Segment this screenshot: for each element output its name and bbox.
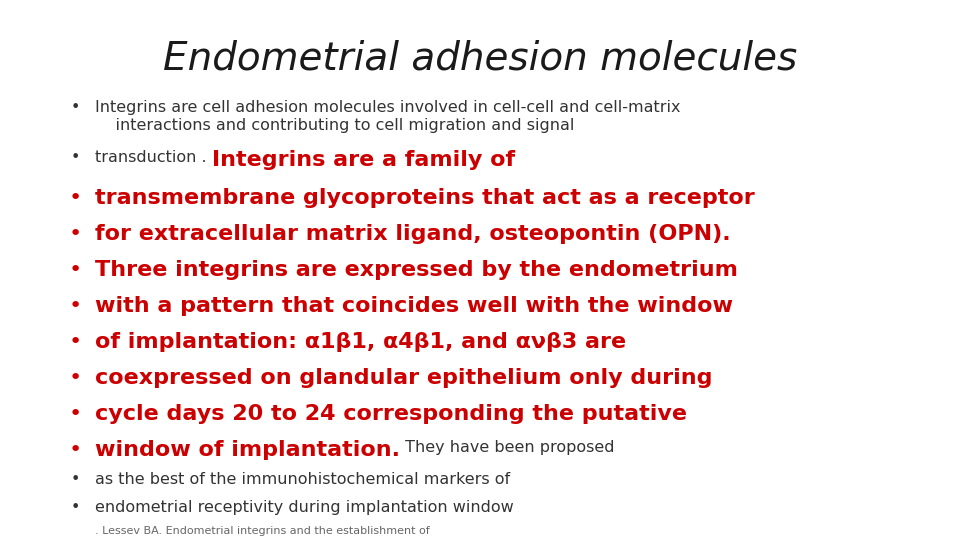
Text: endometrial receptivity during implantation window: endometrial receptivity during implantat…: [95, 500, 514, 515]
Text: •: •: [70, 500, 80, 515]
Text: •: •: [68, 404, 82, 424]
Text: cycle days 20 to 24 corresponding the putative: cycle days 20 to 24 corresponding the pu…: [95, 404, 687, 424]
Text: Three integrins are expressed by the endometrium: Three integrins are expressed by the end…: [95, 260, 738, 280]
Text: They have been proposed: They have been proposed: [400, 440, 614, 455]
Text: coexpressed on glandular epithelium only during: coexpressed on glandular epithelium only…: [95, 368, 712, 388]
Text: •: •: [68, 260, 82, 280]
Text: interactions and contributing to cell migration and signal: interactions and contributing to cell mi…: [95, 118, 574, 133]
Text: •: •: [70, 150, 80, 165]
Text: •: •: [68, 224, 82, 244]
Text: •: •: [68, 332, 82, 352]
Text: transmembrane glycoproteins that act as a receptor: transmembrane glycoproteins that act as …: [95, 188, 755, 208]
Text: •: •: [68, 188, 82, 208]
Text: •: •: [70, 100, 80, 115]
Text: with a pattern that coincides well with the window: with a pattern that coincides well with …: [95, 296, 733, 316]
Text: •: •: [68, 368, 82, 388]
Text: •: •: [70, 472, 80, 487]
Text: •: •: [68, 440, 82, 460]
Text: of implantation: α1β1, α4β1, and ανβ3 are: of implantation: α1β1, α4β1, and ανβ3 ar…: [95, 332, 626, 352]
Text: for extracellular matrix ligand, osteopontin (OPN).: for extracellular matrix ligand, osteopo…: [95, 224, 731, 244]
Text: . Lessev BA. Endometrial integrins and the establishment of: . Lessev BA. Endometrial integrins and t…: [95, 526, 430, 536]
Text: window of implantation.: window of implantation.: [95, 440, 400, 460]
Text: •: •: [68, 296, 82, 316]
Text: transduction .: transduction .: [95, 150, 212, 165]
Text: as the best of the immunohistochemical markers of: as the best of the immunohistochemical m…: [95, 472, 510, 487]
Text: Endometrial adhesion molecules: Endometrial adhesion molecules: [163, 40, 797, 78]
Text: Integrins are cell adhesion molecules involved in cell-cell and cell-matrix: Integrins are cell adhesion molecules in…: [95, 100, 681, 115]
Text: Integrins are a family of: Integrins are a family of: [212, 150, 515, 170]
